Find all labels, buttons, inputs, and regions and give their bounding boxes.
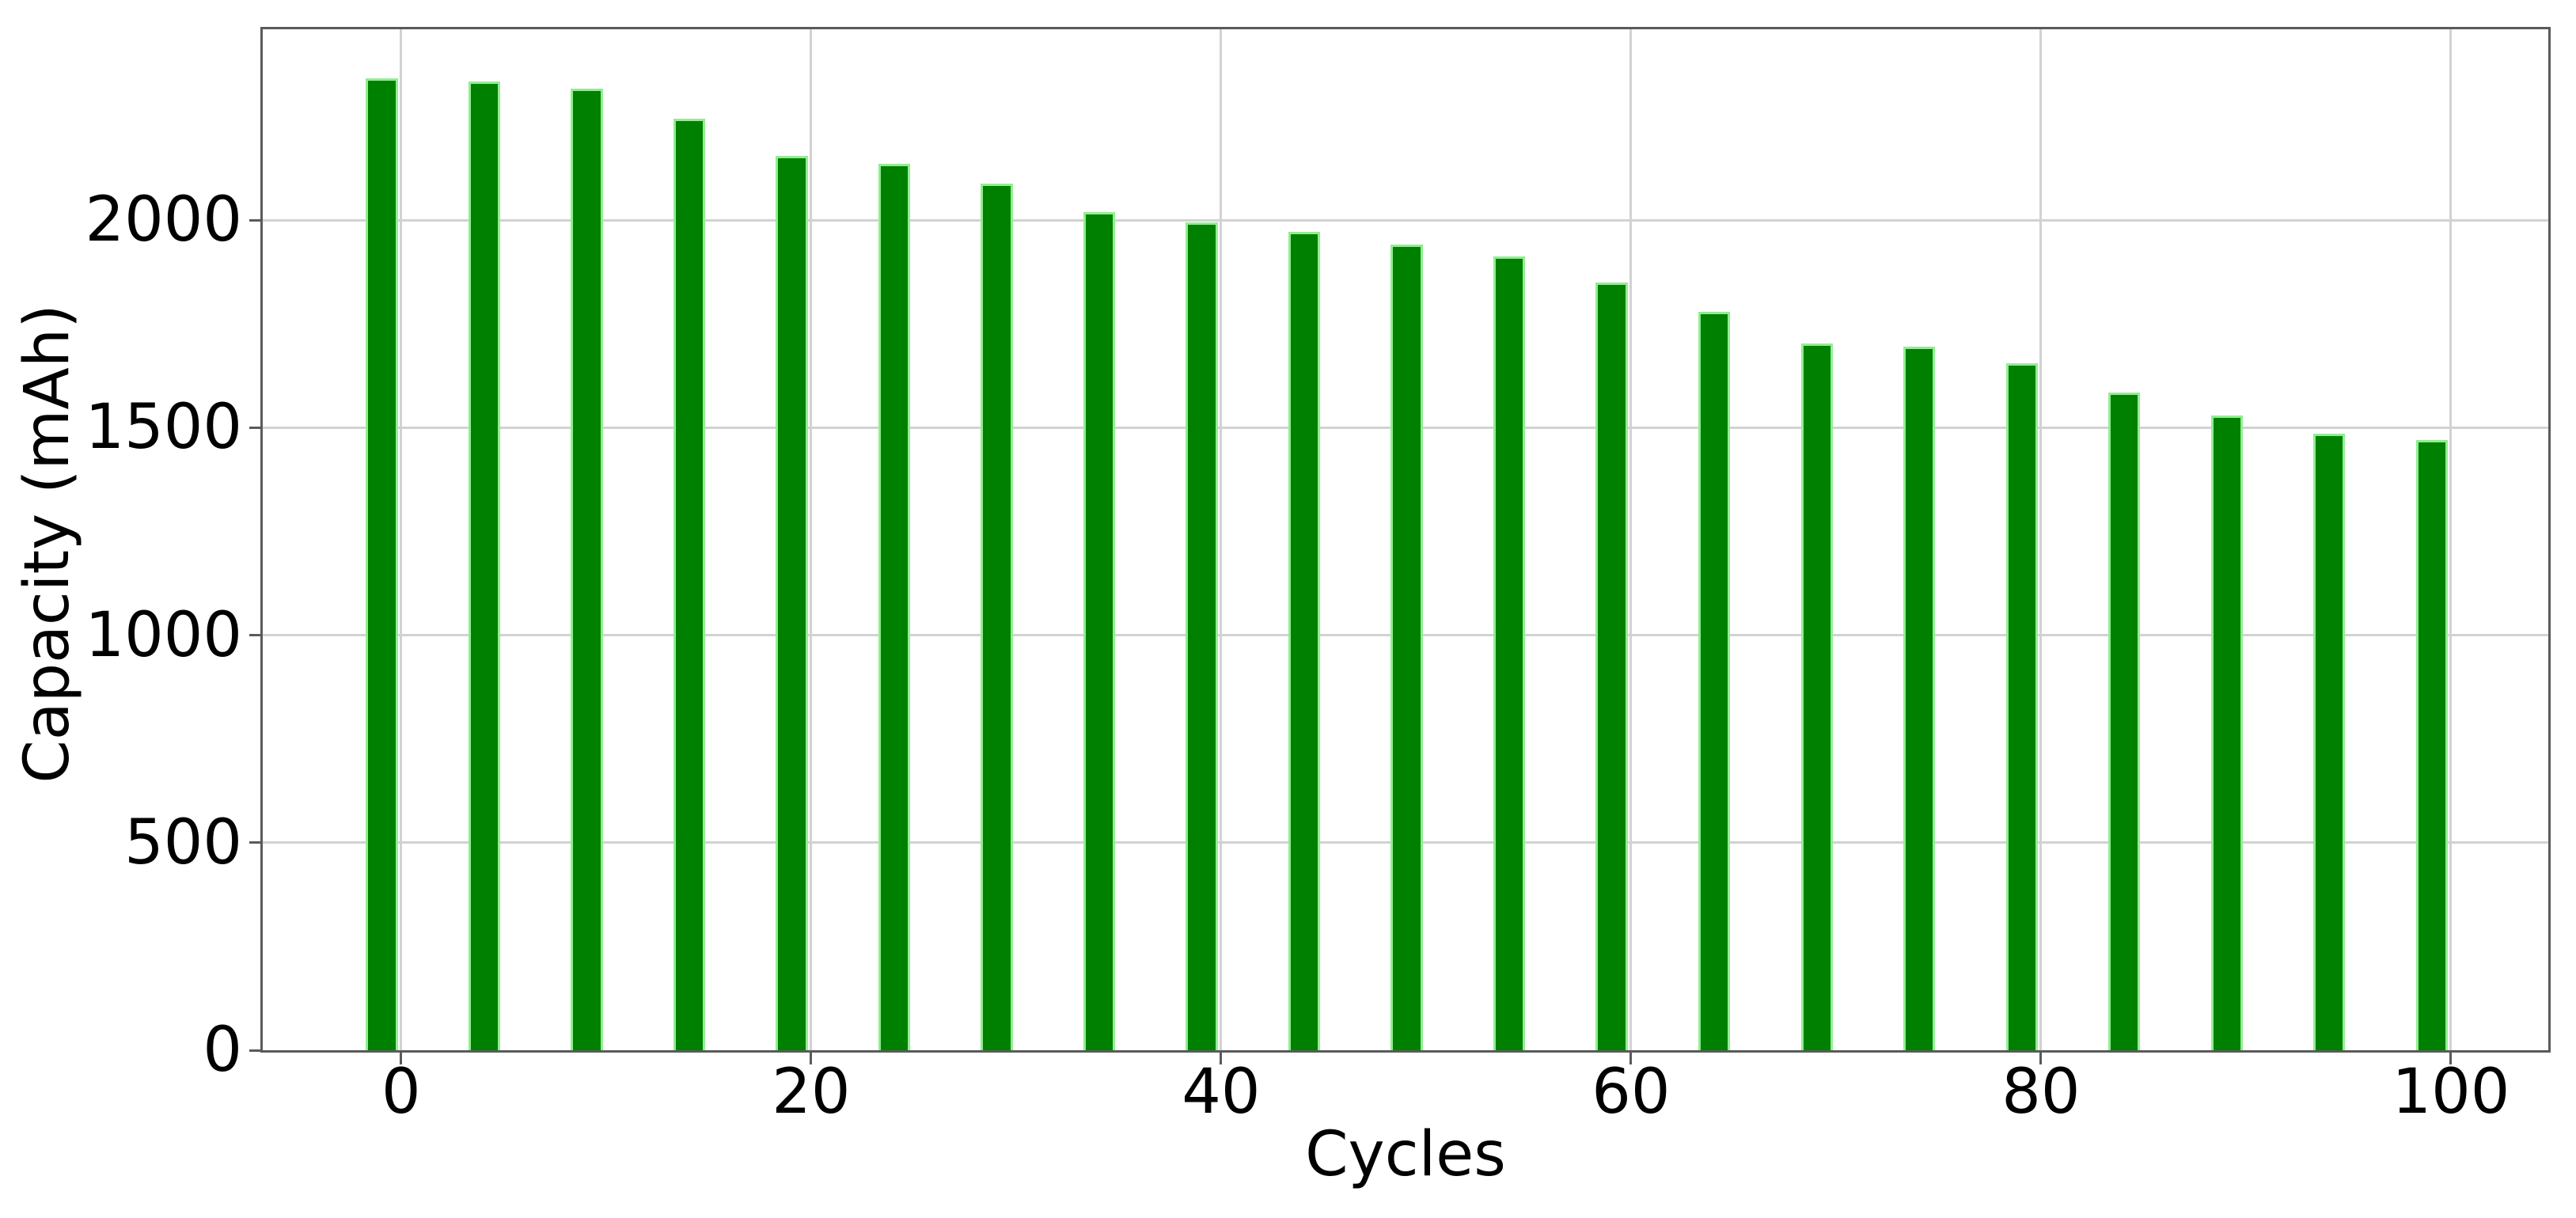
y-axis-label: Capacity (mAh) (12, 304, 83, 784)
bar-cycle-25 (878, 163, 911, 1050)
x-tick-0 (400, 1053, 403, 1064)
y-tick-2000 (249, 218, 261, 222)
x-tick-40 (1220, 1053, 1223, 1064)
y-tick-1000 (249, 634, 261, 637)
x-tick-label-100: 100 (2392, 1057, 2510, 1128)
bar-cycle-50 (1390, 245, 1423, 1050)
bar-cycle-35 (1083, 212, 1116, 1050)
bar-cycle-70 (1800, 343, 1833, 1050)
y-tick-label-500: 500 (124, 806, 242, 878)
plot-area (260, 27, 2551, 1053)
bar-cycle-95 (2313, 433, 2346, 1050)
vertical-gridline-100 (2449, 29, 2453, 1050)
bar-cycle-55 (1493, 256, 1526, 1050)
bar-cycle-65 (1698, 311, 1731, 1050)
y-tick-1500 (249, 426, 261, 429)
bar-cycle-100 (2415, 439, 2448, 1050)
vertical-gridline-0 (400, 29, 403, 1050)
bar-cycle-40 (1186, 222, 1218, 1050)
x-tick-label-80: 80 (2001, 1057, 2081, 1128)
vertical-gridline-40 (1220, 29, 1223, 1050)
x-tick-label-40: 40 (1182, 1057, 1261, 1128)
bar-cycle-85 (2108, 392, 2141, 1050)
bar-cycle-30 (981, 183, 1013, 1050)
x-tick-20 (810, 1053, 813, 1064)
bar-cycle-5 (468, 82, 501, 1050)
y-tick-500 (249, 841, 261, 844)
x-tick-80 (2039, 1053, 2043, 1064)
x-tick-label-0: 0 (381, 1057, 421, 1128)
x-tick-label-60: 60 (1592, 1057, 1671, 1128)
bar-cycle-75 (1903, 347, 1936, 1050)
x-tick-60 (1629, 1053, 1633, 1064)
y-tick-label-2000: 2000 (85, 184, 242, 256)
y-tick-label-0: 0 (203, 1015, 242, 1086)
x-axis-label: Cycles (1305, 1119, 1506, 1190)
x-tick-100 (2449, 1053, 2453, 1064)
horizontal-gridline-2000 (263, 218, 2548, 222)
bar-cycle-80 (2005, 363, 2038, 1050)
vertical-gridline-20 (810, 29, 813, 1050)
bar-cycle-15 (673, 118, 706, 1050)
y-tick-label-1000: 1000 (85, 599, 242, 671)
y-tick-label-1500: 1500 (85, 392, 242, 464)
bar-cycle-20 (776, 156, 808, 1050)
vertical-gridline-60 (1629, 29, 1633, 1050)
bar-cycle-45 (1288, 232, 1321, 1050)
bar-cycle-10 (571, 88, 603, 1050)
vertical-gridline-80 (2039, 29, 2043, 1050)
bar-cycle-0 (366, 78, 398, 1050)
bar-cycle-90 (2210, 415, 2243, 1050)
y-tick-0 (249, 1049, 261, 1052)
x-tick-label-20: 20 (772, 1057, 851, 1128)
bar-cycle-60 (1595, 282, 1628, 1050)
